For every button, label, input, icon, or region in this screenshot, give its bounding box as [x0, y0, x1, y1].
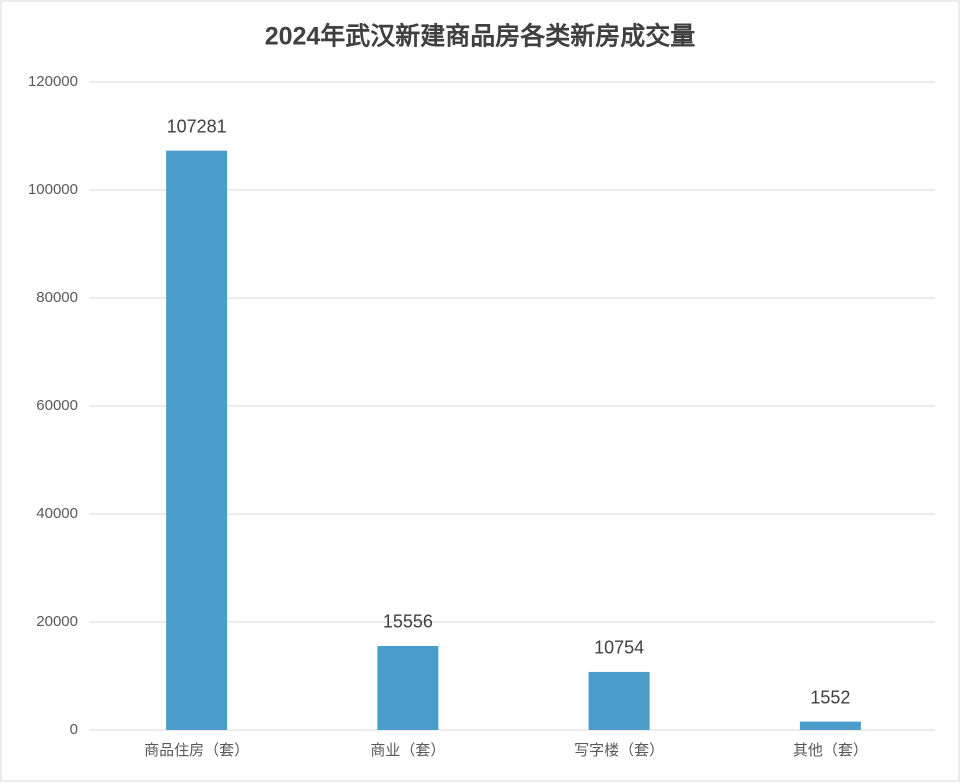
data-label: 1552: [810, 687, 850, 707]
x-tick-label: 写字楼（套）: [574, 742, 664, 759]
chart-title: 2024年武汉新建商品房各类新房成交量: [265, 22, 696, 51]
x-tick-label: 其他（套）: [793, 742, 868, 759]
y-tick-label: 80000: [36, 289, 78, 306]
y-tick-label: 120000: [28, 73, 78, 90]
y-tick-label: 40000: [36, 505, 78, 522]
bar: [377, 645, 439, 730]
data-label: 15556: [383, 612, 433, 632]
data-label: 107281: [167, 116, 227, 136]
bar: [799, 721, 861, 730]
x-tick-label: 商品住房（套）: [144, 742, 249, 759]
bar: [166, 150, 228, 730]
y-tick-label: 20000: [36, 613, 78, 630]
y-tick-label: 60000: [36, 397, 78, 414]
x-tick-label: 商业（套）: [370, 742, 445, 759]
data-label: 10754: [594, 638, 644, 658]
bar: [588, 671, 650, 730]
y-tick-label: 0: [70, 721, 78, 738]
y-tick-label: 100000: [28, 181, 78, 198]
